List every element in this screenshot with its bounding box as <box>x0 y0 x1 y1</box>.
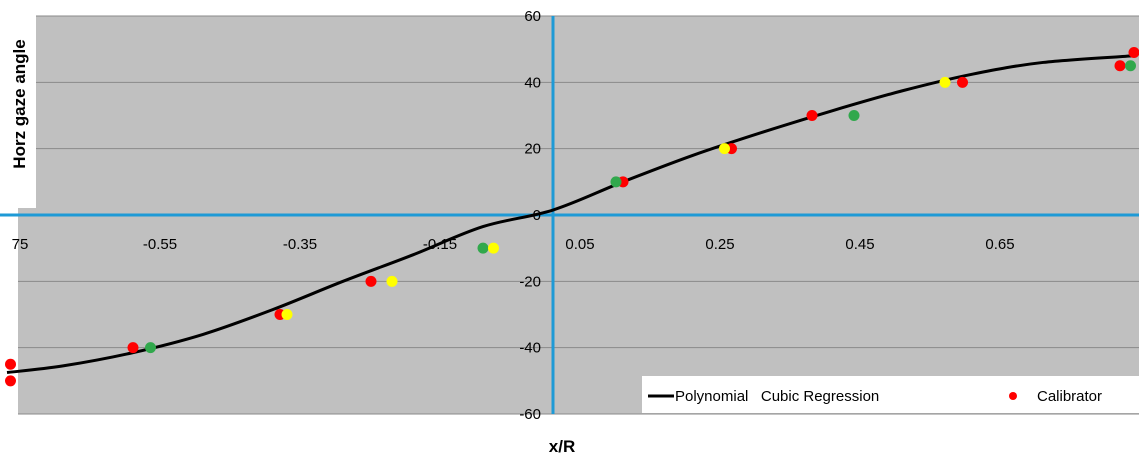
data-point <box>127 342 139 354</box>
data-point <box>1125 60 1136 72</box>
x-tick-label: 0.65 <box>985 236 1014 253</box>
x-tick-label: 0.45 <box>845 236 874 253</box>
legend-box <box>642 376 1139 413</box>
data-point <box>488 242 499 254</box>
data-point <box>957 76 968 88</box>
data-point <box>281 309 293 320</box>
x-tick-label: -0.55 <box>143 236 177 253</box>
data-point <box>719 143 730 155</box>
data-point <box>1114 60 1126 72</box>
x-tick-label: -0.35 <box>283 236 317 253</box>
y-tick-label: -20 <box>519 273 541 290</box>
y-tick-label: -60 <box>519 406 541 423</box>
legend-dot-swatch <box>1009 392 1017 400</box>
gridlines <box>18 15 1139 415</box>
data-point <box>386 275 398 287</box>
data-point <box>939 76 951 88</box>
regression-curve <box>6 54 1135 375</box>
legend-label-calibrator: Calibrator <box>1037 388 1102 405</box>
data-point <box>477 242 489 254</box>
x-tick-label: 0.25 <box>705 236 734 253</box>
axes <box>0 16 1139 414</box>
data-point <box>806 110 818 121</box>
data-points <box>5 46 1139 387</box>
data-point <box>145 342 156 354</box>
y-tick-label: 20 <box>524 141 541 158</box>
data-point <box>5 358 16 370</box>
y-axis-title-box <box>0 0 36 208</box>
x-tick-labels: 75 -0.55 -0.35 -0.15 0.05 0.25 0.45 0.65 <box>12 236 1015 253</box>
data-point <box>1128 46 1139 58</box>
legend: Polynomial Cubic Regression Calibrator <box>642 376 1139 413</box>
y-tick-label: 40 <box>524 74 541 91</box>
data-point <box>848 110 860 121</box>
data-point <box>610 176 622 188</box>
regression-curve-group <box>6 54 1135 375</box>
y-tick-label: 60 <box>524 8 541 25</box>
y-tick-label: -40 <box>519 340 541 357</box>
x-tick-label: 0.05 <box>565 236 594 253</box>
x-axis-title: x/R <box>549 437 575 456</box>
y-axis-title: Horz gaze angle <box>10 39 29 168</box>
data-point <box>5 375 16 387</box>
x-tick-label: 75 <box>12 236 29 253</box>
legend-label-regression: Polynomial Cubic Regression <box>675 388 879 405</box>
data-point <box>365 275 377 287</box>
